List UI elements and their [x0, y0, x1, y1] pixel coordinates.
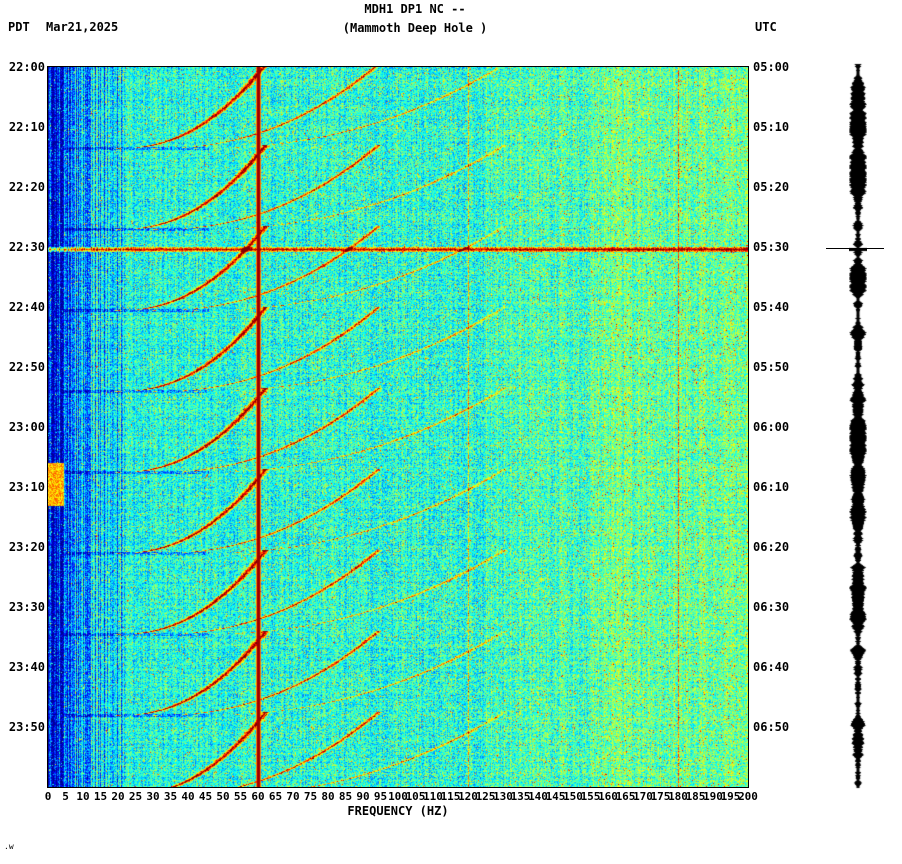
left-time-label: 22:10 — [8, 120, 45, 134]
station-title: MDH1 DP1 NC -- — [364, 2, 466, 16]
timezone-left-label: PDT — [8, 20, 30, 34]
left-time-label: 22:00 — [8, 60, 45, 74]
frequency-tick-label: 125 — [475, 790, 496, 803]
frequency-tick-label: 140 — [528, 790, 548, 803]
right-time-label: 05:00 — [753, 60, 790, 74]
frequency-tick-label: 145 — [545, 790, 566, 803]
right-time-label: 05:10 — [753, 120, 790, 134]
frequency-tick-label: 135 — [510, 790, 531, 803]
right-time-label: 06:20 — [753, 540, 790, 554]
frequency-tick-label: 110 — [423, 790, 443, 803]
frequency-tick-label: 90 — [356, 790, 370, 803]
frequency-tick-label: 75 — [303, 790, 318, 803]
frequency-tick-label: 50 — [216, 790, 230, 803]
left-time-label: 23:30 — [8, 600, 45, 614]
right-time-label: 06:40 — [753, 660, 790, 674]
frequency-tick-label: 60 — [251, 790, 265, 803]
frequency-tick-label: 25 — [128, 790, 143, 803]
right-time-label: 06:10 — [753, 480, 790, 494]
frequency-tick-label: 0 — [44, 790, 52, 803]
frequency-tick-label: 80 — [321, 790, 335, 803]
frequency-tick-label: 15 — [93, 790, 108, 803]
frequency-tick-label: 195 — [720, 790, 741, 803]
frequency-tick-label: 35 — [163, 790, 178, 803]
frequency-tick-label: 155 — [580, 790, 601, 803]
frequency-tick-label: 20 — [111, 790, 125, 803]
frequency-tick-label: 190 — [703, 790, 723, 803]
frequency-tick-label: 30 — [146, 790, 160, 803]
frequency-tick-label: 45 — [198, 790, 213, 803]
frequency-tick-label: 100 — [388, 790, 408, 803]
right-time-label: 06:00 — [753, 420, 790, 434]
frequency-tick-label: 150 — [563, 790, 583, 803]
left-time-label: 23:40 — [8, 660, 45, 674]
amplitude-strip-marker — [826, 248, 884, 249]
frequency-tick-label: 70 — [286, 790, 300, 803]
left-time-label: 23:00 — [8, 420, 45, 434]
frequency-tick-label: 85 — [338, 790, 353, 803]
right-time-label: 05:30 — [753, 240, 790, 254]
left-time-label: 22:20 — [8, 180, 45, 194]
right-time-label: 05:50 — [753, 360, 790, 374]
date-label: Mar21,2025 — [46, 20, 119, 34]
right-time-label: 06:50 — [753, 720, 790, 734]
spectrogram-canvas — [48, 67, 748, 787]
right-time-label: 05:20 — [753, 180, 790, 194]
frequency-tick-label: 185 — [685, 790, 706, 803]
frequency-tick-label: 175 — [650, 790, 671, 803]
frequency-tick-label: 5 — [62, 790, 69, 803]
left-time-label: 23:10 — [8, 480, 45, 494]
station-subtitle: (Mammoth Deep Hole ) — [342, 21, 488, 35]
frequency-tick-label: 130 — [493, 790, 513, 803]
frequency-tick-label: 160 — [598, 790, 618, 803]
left-time-label: 22:50 — [8, 360, 45, 374]
right-time-label: 06:30 — [753, 600, 790, 614]
title-block: MDH1 DP1 NC -- (Mammoth Deep Hole ) — [0, 0, 830, 35]
left-time-label: 23:20 — [8, 540, 45, 554]
left-time-label: 23:50 — [8, 720, 45, 734]
frequency-tick-label: 95 — [373, 790, 388, 803]
frequency-tick-label: 200 — [738, 790, 758, 803]
frequency-axis-label: FREQUENCY (HZ) — [347, 804, 449, 818]
frequency-tick-label: 55 — [233, 790, 248, 803]
left-time-label: 22:30 — [8, 240, 45, 254]
frequency-tick-label: 120 — [458, 790, 478, 803]
corner-text: .w — [4, 842, 14, 851]
right-time-label: 05:40 — [753, 300, 790, 314]
frequency-tick-label: 40 — [181, 790, 195, 803]
left-time-label: 22:40 — [8, 300, 45, 314]
frequency-tick-label: 170 — [633, 790, 653, 803]
spectrogram-plot-frame — [47, 66, 749, 788]
frequency-tick-label: 165 — [615, 790, 636, 803]
amplitude-strip-canvas — [849, 62, 867, 790]
frequency-tick-label: 105 — [405, 790, 426, 803]
frequency-tick-label: 65 — [268, 790, 283, 803]
timezone-right-label: UTC — [755, 20, 777, 34]
frequency-tick-label: 115 — [440, 790, 461, 803]
frequency-tick-label: 10 — [76, 790, 90, 803]
frequency-tick-label: 180 — [668, 790, 688, 803]
